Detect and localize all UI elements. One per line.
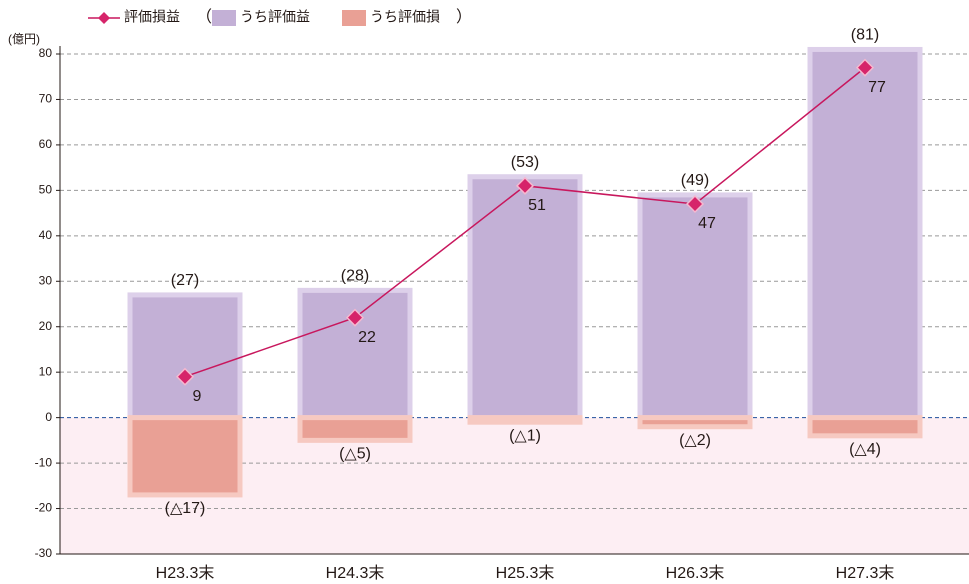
data-label: (49) <box>681 172 709 189</box>
data-label: (53) <box>511 154 539 171</box>
y-tick-label: 0 <box>45 410 52 424</box>
x-tick-label: H26.3末 <box>666 564 725 582</box>
x-tick-label: H25.3末 <box>496 564 555 582</box>
data-label: (△2) <box>679 432 711 449</box>
bar <box>807 415 923 439</box>
y-tick-label: 10 <box>39 364 53 378</box>
data-label: 9 <box>193 388 202 405</box>
bar <box>297 415 413 443</box>
data-label: (△17) <box>165 500 206 517</box>
marker <box>685 194 705 214</box>
legend-swatch <box>212 10 236 26</box>
y-tick-label: 50 <box>39 183 53 197</box>
data-label: (△5) <box>339 446 371 463</box>
marker <box>345 308 365 327</box>
x-tick-label: H27.3末 <box>836 564 895 582</box>
legend-swatch <box>342 10 366 26</box>
legend-label: 評価損益 <box>124 9 180 25</box>
data-label: (28) <box>341 268 369 285</box>
y-tick-label: 80 <box>39 46 53 60</box>
marker <box>855 58 875 77</box>
marker <box>515 176 535 195</box>
bar <box>467 174 583 421</box>
data-label: 51 <box>528 197 546 214</box>
y-tick-label: -30 <box>35 546 53 560</box>
data-label: 47 <box>698 215 716 232</box>
y-tick-label: 60 <box>39 137 53 151</box>
bar <box>297 287 413 421</box>
y-tick-label: -20 <box>35 501 53 515</box>
bar <box>637 415 753 430</box>
x-tick-label: H24.3末 <box>326 564 385 582</box>
data-label: (27) <box>171 272 199 289</box>
legend-label: うち評価益 <box>240 9 310 25</box>
y-tick-label: -10 <box>35 455 53 469</box>
marker <box>175 367 195 386</box>
bar <box>637 192 753 421</box>
bar <box>467 415 583 425</box>
bar <box>127 292 243 421</box>
x-tick-label: H23.3末 <box>156 564 215 582</box>
data-label: (△1) <box>509 427 541 444</box>
data-label: 77 <box>868 79 886 96</box>
y-tick-label: 70 <box>39 92 53 106</box>
bar <box>807 46 923 421</box>
y-tick-label: 40 <box>39 228 53 242</box>
legend-bracket: ） <box>456 8 472 26</box>
bar <box>127 415 243 498</box>
data-label: (81) <box>851 27 879 44</box>
legend-marker <box>98 12 110 24</box>
legend-bracket: （ <box>196 8 212 26</box>
data-label: 22 <box>358 329 376 346</box>
data-label: (△4) <box>849 441 881 458</box>
legend-label: うち評価損 <box>370 9 440 25</box>
y-unit: (億円) <box>8 32 40 46</box>
y-tick-label: 20 <box>39 319 53 333</box>
y-tick-label: 30 <box>39 273 53 287</box>
